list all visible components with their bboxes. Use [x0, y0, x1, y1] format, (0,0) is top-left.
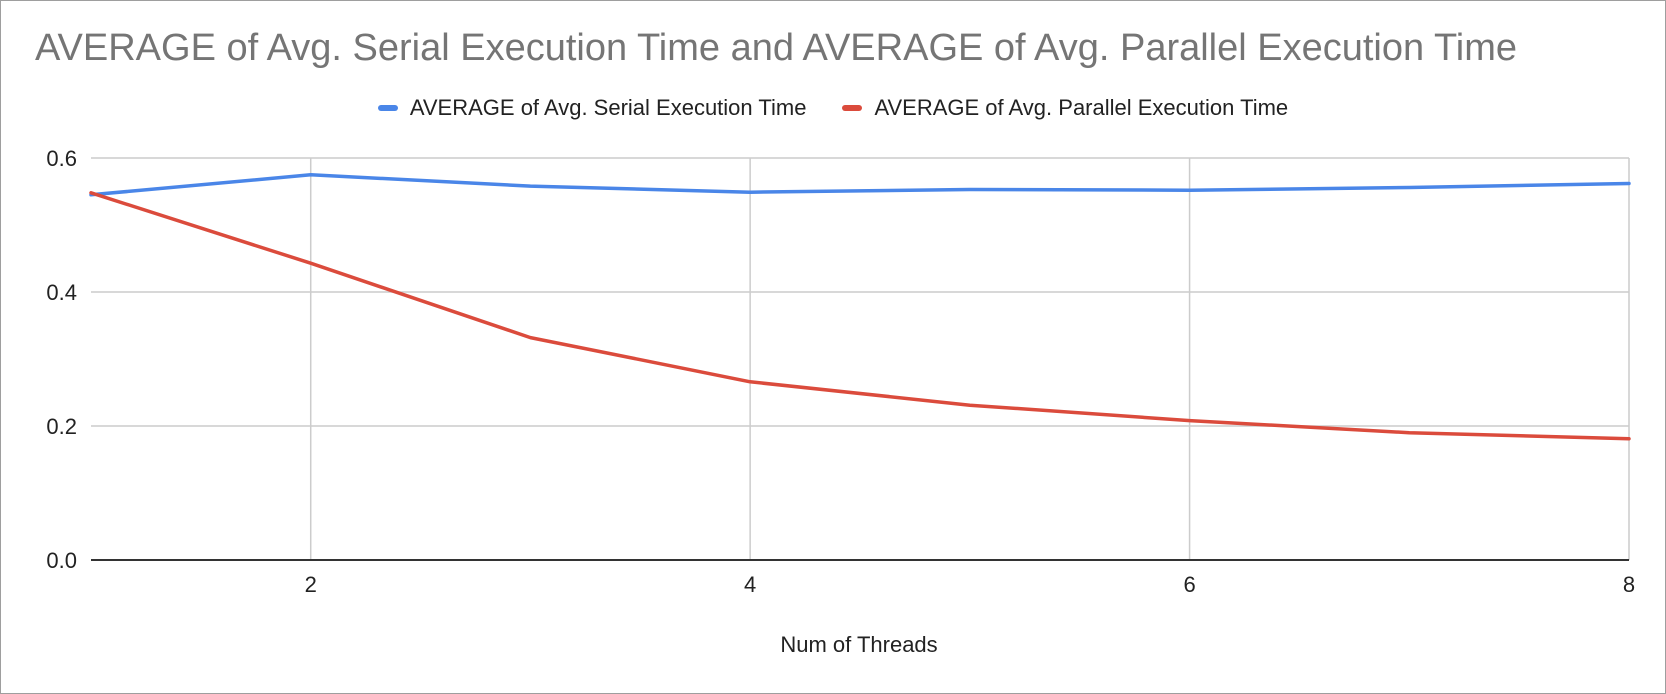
- gridlines: [91, 157, 1630, 560]
- series-line-1[interactable]: [89, 191, 1631, 441]
- x-tick-label-1: 4: [744, 572, 756, 597]
- legend: AVERAGE of Avg. Serial Execution Time AV…: [0, 95, 1666, 121]
- legend-label-parallel: AVERAGE of Avg. Parallel Execution Time: [874, 95, 1289, 120]
- series-line-0[interactable]: [89, 173, 1631, 197]
- y-tick-label-3: 0.6: [46, 146, 77, 171]
- legend-item-parallel[interactable]: AVERAGE of Avg. Parallel Execution Time: [842, 95, 1288, 121]
- chart-title: AVERAGE of Avg. Serial Execution Time an…: [35, 27, 1518, 69]
- x-tick-label-2: 6: [1183, 572, 1195, 597]
- series-lines: [89, 173, 1631, 441]
- x-axis-title: Num of Threads: [780, 632, 937, 657]
- y-tick-labels: 0.0 0.2 0.4 0.6: [46, 146, 77, 573]
- y-tick-label-1: 0.2: [46, 414, 77, 439]
- legend-item-serial[interactable]: AVERAGE of Avg. Serial Execution Time: [377, 95, 807, 121]
- x-tick-label-3: 8: [1623, 572, 1635, 597]
- x-tick-label-0: 2: [305, 572, 317, 597]
- legend-swatch-parallel: [842, 105, 863, 111]
- legend-swatch-serial: [377, 105, 398, 111]
- y-tick-label-0: 0.0: [46, 548, 77, 573]
- y-tick-label-2: 0.4: [46, 280, 77, 305]
- x-tick-labels: 2 4 6 8: [305, 572, 1636, 597]
- legend-label-serial: AVERAGE of Avg. Serial Execution Time: [409, 95, 807, 120]
